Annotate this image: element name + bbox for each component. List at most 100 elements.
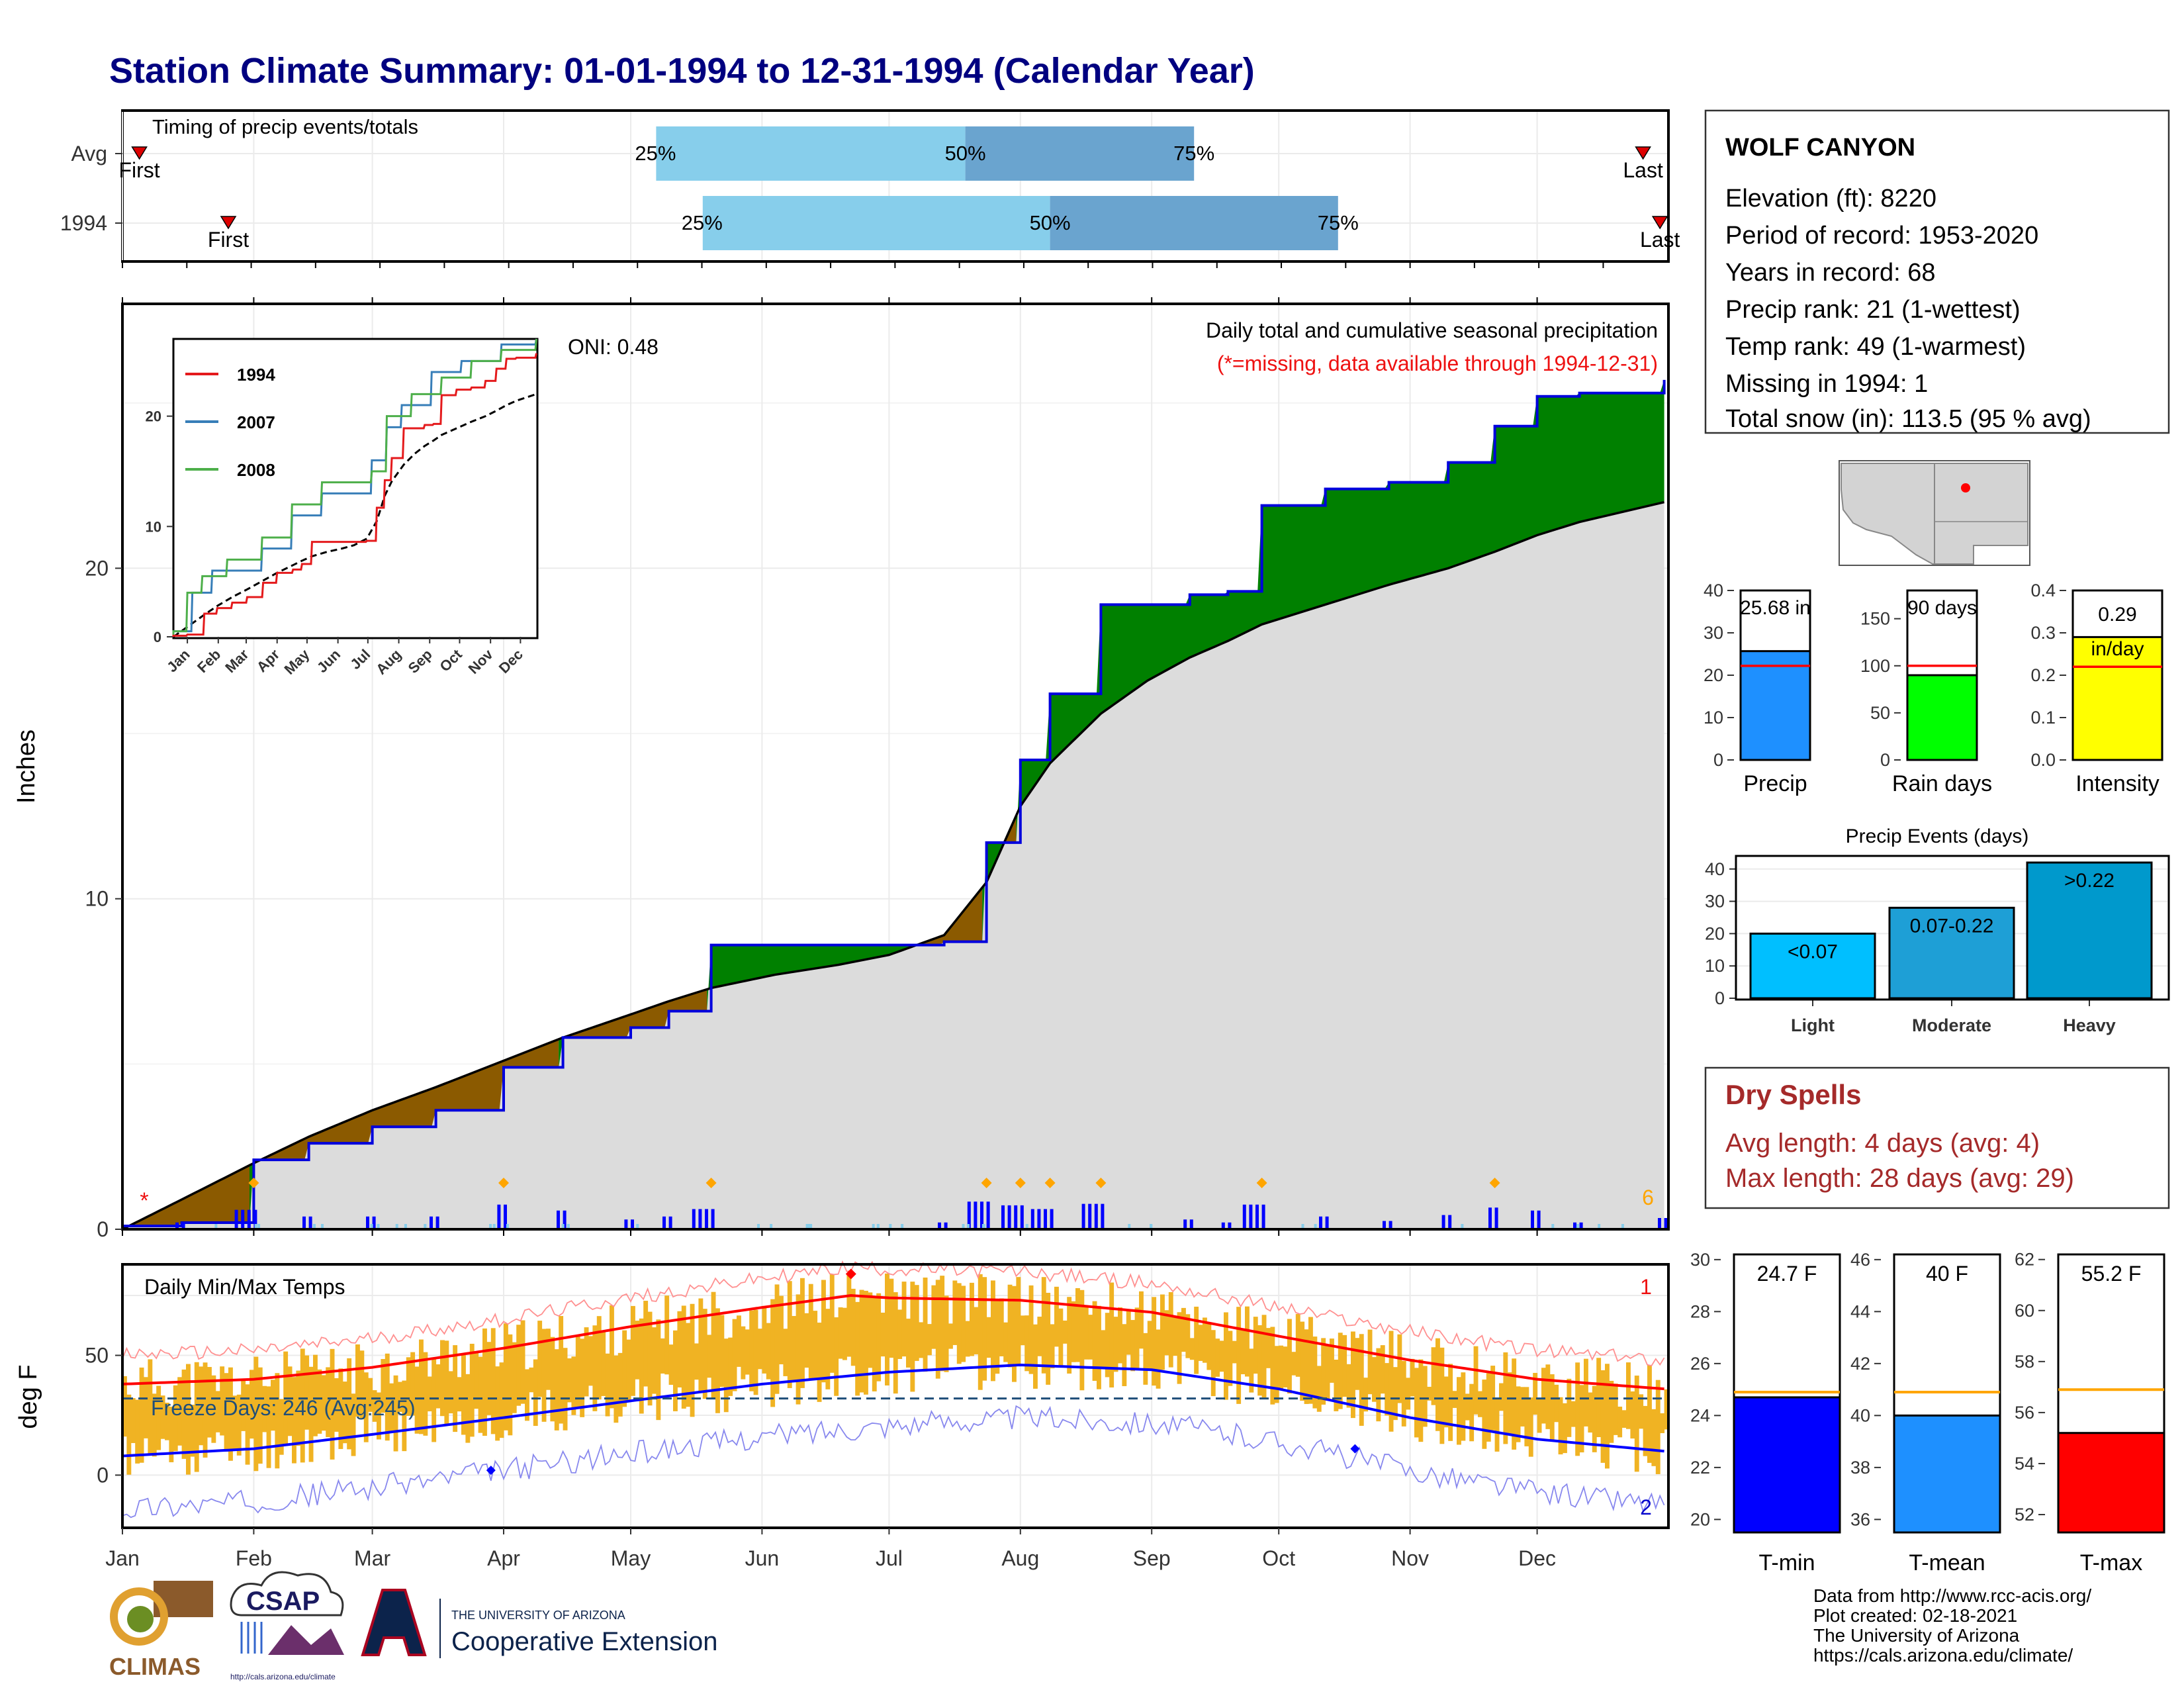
precip-summary-ytick-label: 0	[1713, 750, 1723, 770]
temp-daily-bar	[1414, 1368, 1419, 1438]
inset-ytick-label: 20	[146, 408, 161, 425]
climas-logo: CLIMAS	[109, 1581, 213, 1680]
temp-daily-bar	[465, 1374, 471, 1443]
temp-daily-bar	[876, 1293, 882, 1382]
temp-daily-bar	[1563, 1403, 1567, 1454]
precip-daily-bar	[1494, 1207, 1498, 1229]
precip-daily-bar	[302, 1216, 306, 1229]
temp-daily-bar	[355, 1344, 360, 1417]
temp-daily-bar	[1279, 1345, 1284, 1390]
precip-trace-bar	[1025, 1224, 1028, 1229]
precip-trace-bar	[1576, 1224, 1579, 1229]
temp-daily-bar	[1388, 1331, 1394, 1432]
precip-trace-bar	[424, 1224, 427, 1229]
temp-daily-bar	[762, 1305, 767, 1374]
temp-daily-bar	[1304, 1329, 1309, 1404]
temp-daily-bar	[991, 1280, 995, 1382]
temp-daily-bar	[1092, 1301, 1097, 1381]
temp-daily-bar	[504, 1323, 508, 1430]
precip-daily-bar	[1030, 1209, 1034, 1229]
station-name: WOLF CANYON	[1725, 134, 1915, 162]
precip-summary-ytick-label: 150	[1860, 609, 1890, 629]
temp-daily-bar	[1287, 1319, 1292, 1394]
missing-marker: *	[140, 1188, 148, 1213]
precip-trace-bar	[981, 1224, 985, 1229]
temp-daily-bar	[1507, 1372, 1512, 1434]
ua-logo-small: THE UNIVERSITY OF ARIZONA	[451, 1609, 625, 1622]
precip-trace-bar	[636, 1224, 639, 1229]
temp-daily-bar	[1168, 1292, 1173, 1368]
temp-daily-bar	[211, 1375, 216, 1443]
snow-marker	[1489, 1178, 1500, 1188]
temp-summary-ytick-label: 54	[2015, 1454, 2034, 1474]
temp-daily-bar	[1655, 1380, 1661, 1474]
temp-record-low-line	[122, 1405, 1665, 1519]
temp-daily-bar	[1325, 1346, 1330, 1401]
temp-summary-bars: 20 22 24 26 28 30 24.7 F T-min 36 38 40 42 44 46 40 F T…	[1690, 1250, 2165, 1575]
temp-daily-bar	[130, 1398, 136, 1443]
temp-daily-bar	[584, 1327, 589, 1397]
temp-daily-bar	[1448, 1364, 1453, 1441]
precip-trace-bar	[805, 1224, 809, 1229]
temp-daily-bar	[1647, 1364, 1652, 1463]
temp-daily-bar	[825, 1309, 831, 1389]
footer-credits: Data from http://www.rcc-acis.org/ Plot …	[1813, 1585, 2091, 1665]
precip-ytick-label: 0	[97, 1217, 109, 1241]
month-label: Aug	[1001, 1546, 1039, 1570]
temp-daily-bar	[1016, 1277, 1021, 1365]
temp-daily-bar	[461, 1355, 466, 1435]
temp-daily-bar	[1126, 1309, 1131, 1355]
temp-daily-bar	[1291, 1352, 1297, 1376]
temp-daily-bar	[398, 1382, 402, 1412]
temp-daily-bar	[1219, 1340, 1224, 1372]
precip-trace-bar	[370, 1224, 373, 1229]
precip-daily-bar	[1383, 1221, 1386, 1229]
temp-daily-bar	[737, 1315, 741, 1367]
station-frame	[1704, 109, 2170, 434]
precip-daily-bars	[175, 1178, 1668, 1229]
temp-daily-bar	[338, 1368, 343, 1449]
timing-p75-label: 75%	[1318, 211, 1359, 234]
temp-daily-bar	[1600, 1370, 1606, 1463]
temp-daily-bar	[279, 1399, 284, 1455]
temp-daily-bar	[652, 1327, 657, 1394]
temp-daily-bar	[1558, 1397, 1563, 1455]
precip-daily-bar	[1319, 1216, 1322, 1229]
temp-daily-bar	[271, 1380, 275, 1431]
precip-summary-xlabel: Rain days	[1892, 771, 1992, 796]
precip-surplus-area	[1016, 379, 1664, 843]
temp-daily-bar	[381, 1359, 386, 1413]
temp-daily-bar	[783, 1329, 788, 1376]
temp-daily-bar	[1575, 1362, 1580, 1456]
timing-bars: 25% 50% 75% First Last 25% 50% 75% First Last	[115, 126, 1680, 268]
temp-daily-bar	[385, 1353, 390, 1441]
timing-last-label: Last	[1623, 158, 1663, 182]
precip-trace-bar	[876, 1224, 880, 1229]
temp-daily-bar	[308, 1366, 314, 1462]
dry-spells-max: Max length: 28 days (avg: 29)	[1725, 1164, 2074, 1193]
temp-daily-bar	[1651, 1409, 1657, 1466]
temp-daily-bar	[1524, 1387, 1529, 1446]
temp-summary-ytick-label: 24	[1690, 1405, 1710, 1425]
temp-daily-bar	[664, 1295, 670, 1375]
precip-daily-bar	[698, 1209, 702, 1229]
csap-logo-cloud	[230, 1571, 344, 1617]
temp-daily-bar	[681, 1305, 686, 1409]
precip-daily-bar	[181, 1222, 185, 1229]
precip-daily-bar	[1037, 1209, 1041, 1229]
temp-daily-bar	[1097, 1305, 1101, 1389]
temp-daily-bar	[440, 1340, 445, 1417]
temp-daily-bar	[1367, 1329, 1373, 1395]
record-high-marker	[845, 1268, 856, 1280]
temp-daily-bar	[287, 1366, 293, 1436]
precip-daily-bar	[1537, 1210, 1541, 1229]
temp-daily-bar	[1533, 1372, 1538, 1415]
precip-daily-bar	[1658, 1218, 1661, 1229]
temp-daily-bar	[821, 1280, 826, 1383]
temp-daily-bar	[923, 1277, 928, 1372]
precip-daily-bar	[668, 1216, 672, 1229]
temp-daily-bar	[1351, 1331, 1355, 1419]
temp-daily-bar	[995, 1301, 1000, 1374]
temp-daily-bar	[635, 1321, 640, 1380]
